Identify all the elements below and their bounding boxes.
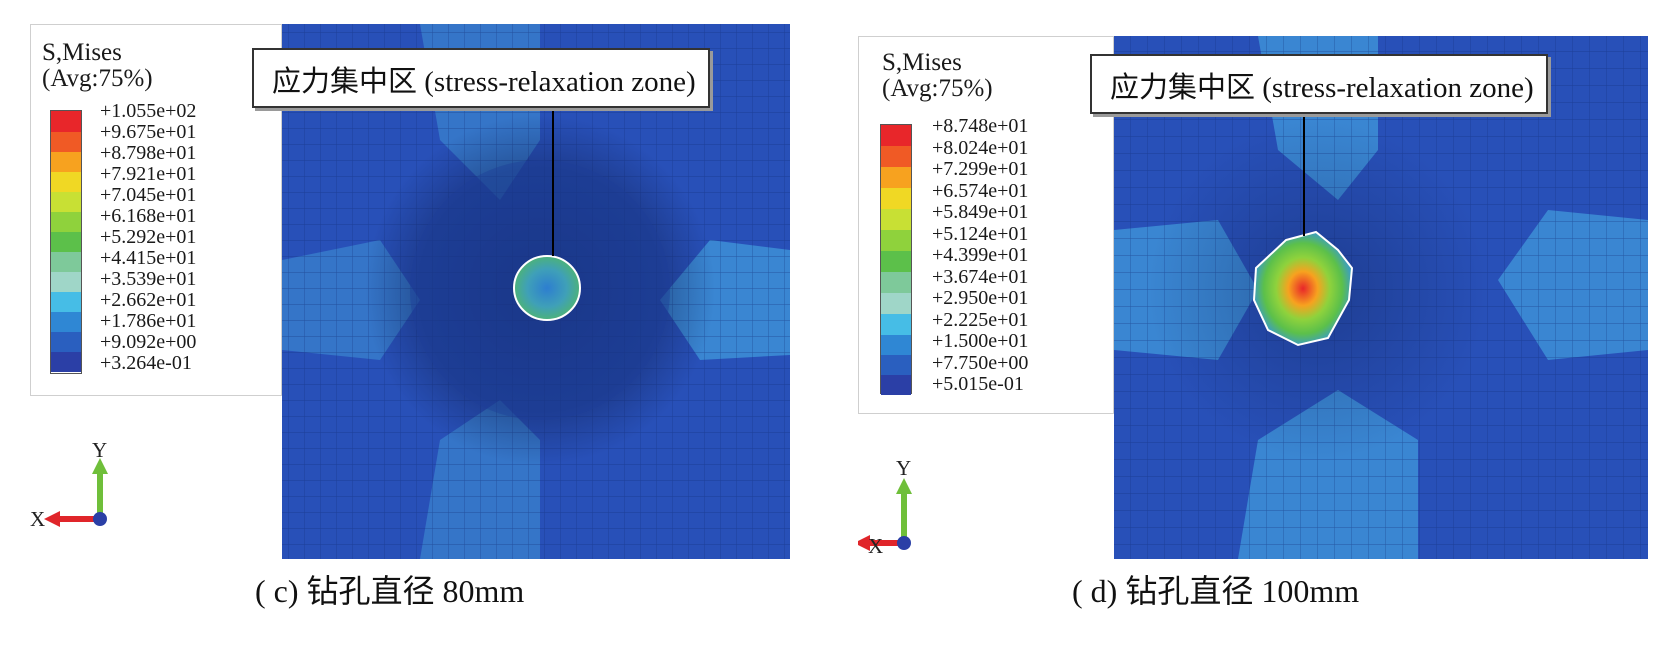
legend-value: +8.024e+01 bbox=[932, 136, 1029, 159]
legend-value: +5.849e+01 bbox=[932, 201, 1029, 223]
legend-value: +2.662e+01 bbox=[100, 289, 197, 311]
legend-value: +8.798e+01 bbox=[100, 142, 197, 164]
borehole-d bbox=[1252, 230, 1354, 347]
legend-value: +7.299e+01 bbox=[932, 158, 1029, 180]
axis-x-label-d: X bbox=[868, 534, 884, 558]
legend-value: +8.748e+01 bbox=[932, 115, 1029, 137]
legend-value: +4.399e+01 bbox=[932, 244, 1029, 266]
legend-value: +3.539e+01 bbox=[100, 268, 197, 290]
legend-value: +5.015e-01 bbox=[932, 373, 1024, 395]
axis-origin-c bbox=[93, 512, 107, 526]
legend-value: +7.750e+00 bbox=[932, 351, 1029, 374]
axis-x-label-c: X bbox=[30, 507, 46, 531]
panel-c-contour-plot bbox=[44, 24, 790, 559]
legend-colorbar-d bbox=[880, 124, 912, 395]
axis-y-label-d: Y bbox=[896, 456, 912, 480]
legend-value: +6.168e+01 bbox=[100, 205, 197, 227]
caption-c: ( c) 钻孔直径 80mm bbox=[255, 573, 525, 609]
legend-value: +5.124e+01 bbox=[932, 222, 1029, 245]
axis-origin-d bbox=[897, 536, 911, 550]
zone-label-c: 应力集中区 (stress-relaxation zone) bbox=[252, 48, 710, 108]
legend-value: +1.055e+02 bbox=[100, 100, 197, 122]
legend-value: +7.921e+01 bbox=[100, 163, 197, 185]
panel-d: S,Mises (Avg:75%) +8.748e+01 +8.024e+01 … bbox=[858, 0, 1648, 560]
legend-value: +2.225e+01 bbox=[932, 308, 1029, 331]
legend-title-d: S,Mises (Avg:75%) bbox=[882, 49, 993, 102]
legend-colorbar-c bbox=[50, 110, 82, 374]
borehole-c bbox=[513, 255, 581, 321]
legend-title-c: S,Mises (Avg:75%) bbox=[42, 39, 153, 92]
legend-value: +9.675e+01 bbox=[100, 121, 197, 143]
legend-value: +7.045e+01 bbox=[100, 184, 197, 206]
caption-d: ( d) 钻孔直径 100mm bbox=[1072, 573, 1360, 609]
axis-y-label-c: Y bbox=[92, 438, 108, 462]
legend-value: +1.500e+01 bbox=[932, 330, 1029, 352]
legend-value: +1.786e+01 bbox=[100, 310, 197, 332]
legend-value: +3.674e+01 bbox=[932, 265, 1029, 288]
panel-c: S,Mises (Avg:75%) +1.055e+02 +9.675e+01 … bbox=[0, 0, 790, 560]
legend-value: +2.950e+01 bbox=[932, 287, 1029, 309]
zone-label-d: 应力集中区 (stress-relaxation zone) bbox=[1090, 54, 1548, 114]
panel-d-contour-plot bbox=[858, 36, 1648, 559]
legend-value: +6.574e+01 bbox=[932, 179, 1029, 202]
legend-value: +4.415e+01 bbox=[100, 247, 197, 269]
legend-value: +9.092e+00 bbox=[100, 331, 197, 353]
legend-value: +3.264e-01 bbox=[100, 352, 192, 374]
legend-value: +5.292e+01 bbox=[100, 226, 197, 248]
